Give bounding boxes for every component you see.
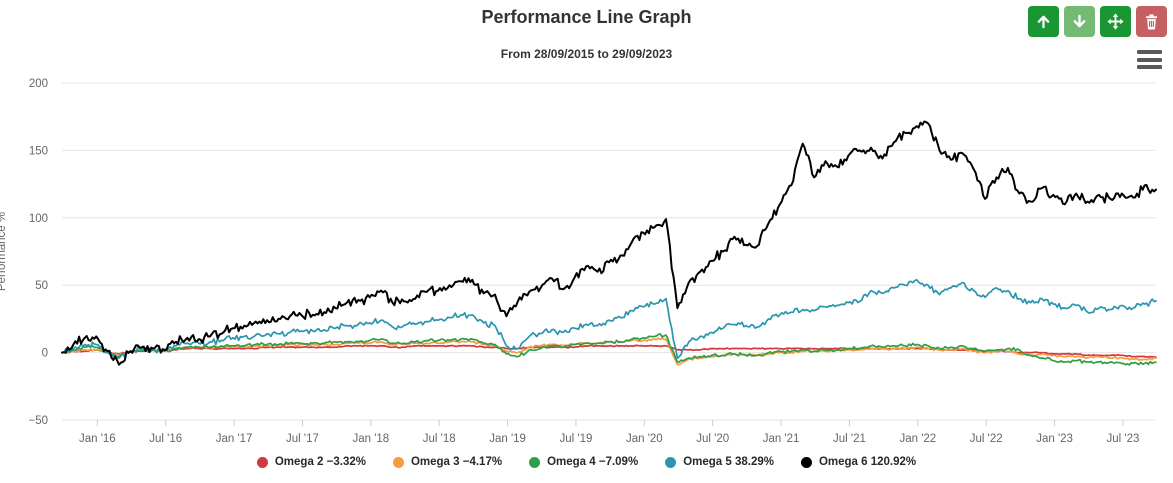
svg-text:Jan '21: Jan '21 [763, 433, 800, 445]
arrow-down-icon [1071, 13, 1088, 30]
svg-text:Jan '22: Jan '22 [899, 433, 936, 445]
svg-text:Jul '22: Jul '22 [970, 433, 1003, 445]
legend-item-omega-6[interactable]: Omega 6 120.92% [800, 456, 917, 468]
svg-text:Jan '19: Jan '19 [489, 433, 526, 445]
legend-label-omega-5: Omega 5 38.29% [683, 456, 774, 468]
svg-text:50: 50 [35, 280, 48, 292]
move-up-button[interactable] [1028, 6, 1059, 37]
svg-text:150: 150 [29, 145, 48, 157]
svg-text:Jul '18: Jul '18 [423, 433, 456, 445]
legend-item-omega-5[interactable]: Omega 5 38.29% [665, 456, 774, 468]
legend-label-omega-2: Omega 2 −3.32% [274, 456, 366, 468]
svg-text:−50: −50 [28, 415, 48, 427]
svg-text:Jan '17: Jan '17 [216, 433, 253, 445]
delete-widget-button[interactable] [1136, 6, 1167, 37]
legend-marker-omega-5 [665, 456, 677, 468]
legend-item-omega-3[interactable]: Omega 3 −4.17% [392, 456, 503, 468]
hamburger-menu-icon [1137, 50, 1162, 54]
svg-text:100: 100 [29, 213, 48, 225]
svg-text:0: 0 [42, 348, 48, 360]
svg-text:Jul '20: Jul '20 [696, 433, 729, 445]
move-down-button[interactable] [1064, 6, 1095, 37]
legend-marker-omega-4 [529, 456, 541, 468]
legend-label-omega-4: Omega 4 −7.09% [547, 456, 639, 468]
svg-text:Jan '23: Jan '23 [1036, 433, 1073, 445]
svg-text:Jul '17: Jul '17 [286, 433, 319, 445]
svg-text:Jul '19: Jul '19 [560, 433, 593, 445]
chart-subtitle: From 28/09/2015 to 29/09/2023 [500, 47, 673, 61]
move-icon [1107, 13, 1124, 30]
arrow-up-icon [1035, 13, 1052, 30]
svg-text:Jan '18: Jan '18 [352, 433, 389, 445]
chart-legend: Omega 2 −3.32% Omega 3 −4.17% Omega 4 −7… [0, 456, 1173, 468]
legend-marker-omega-3 [392, 456, 404, 468]
move-widget-button[interactable] [1100, 6, 1131, 37]
svg-text:Jul '23: Jul '23 [1107, 433, 1140, 445]
chart-context-menu-button[interactable] [1137, 50, 1162, 69]
legend-marker-omega-2 [256, 456, 268, 468]
chart-title: Performance Line Graph [481, 7, 692, 27]
svg-text:Jul '21: Jul '21 [833, 433, 866, 445]
legend-label-omega-3: Omega 3 −4.17% [410, 456, 503, 468]
legend-item-omega-2[interactable]: Omega 2 −3.32% [256, 456, 366, 468]
legend-label-omega-6: Omega 6 120.92% [818, 456, 917, 468]
svg-text:Performance %: Performance % [0, 212, 8, 291]
svg-text:Jan '20: Jan '20 [626, 433, 663, 445]
legend-marker-omega-6 [800, 456, 812, 468]
widget-toolbar [1028, 6, 1167, 37]
svg-text:200: 200 [29, 78, 48, 90]
trash-icon [1143, 13, 1160, 30]
performance-chart: −50 0 50 100 150 200 Jan '16 Jul '16 Jan '17 Jul … [0, 78, 1157, 445]
svg-text:Jul '16: Jul '16 [149, 433, 182, 445]
svg-text:Jan '16: Jan '16 [79, 433, 116, 445]
legend-item-omega-4[interactable]: Omega 4 −7.09% [529, 456, 638, 468]
